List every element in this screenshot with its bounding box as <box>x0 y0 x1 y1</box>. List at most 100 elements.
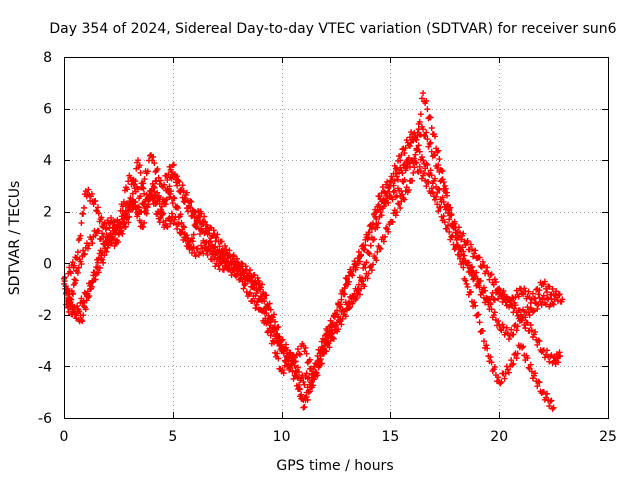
data-point <box>151 196 158 203</box>
data-point <box>185 208 192 215</box>
data-point <box>459 244 466 251</box>
data-point <box>347 266 354 273</box>
data-point <box>423 97 430 104</box>
x-tick-label: 10 <box>273 429 291 445</box>
y-tick-label: -2 <box>38 308 52 324</box>
data-point <box>202 218 209 225</box>
data-point <box>423 183 430 190</box>
data-point <box>195 251 202 258</box>
data-point <box>420 126 427 133</box>
data-point <box>399 170 406 177</box>
data-point <box>291 362 298 369</box>
data-point <box>364 275 371 282</box>
data-point <box>412 159 419 166</box>
data-point <box>259 297 266 304</box>
y-tick-label: 6 <box>43 102 52 118</box>
x-tick-label: 15 <box>381 429 399 445</box>
data-point <box>212 263 219 270</box>
data-point <box>266 314 273 321</box>
data-point <box>214 256 221 263</box>
data-point <box>367 242 374 249</box>
data-point <box>245 270 252 277</box>
data-point <box>498 378 505 385</box>
data-point <box>170 161 177 168</box>
data-point <box>486 276 493 283</box>
data-point <box>210 244 217 251</box>
data-point <box>79 318 86 325</box>
data-point <box>432 175 439 182</box>
data-point <box>108 214 115 221</box>
data-point <box>532 370 539 377</box>
data-point <box>163 223 170 230</box>
data-point <box>475 278 482 285</box>
data-point <box>427 167 434 174</box>
data-point <box>368 267 375 274</box>
data-point <box>496 322 503 329</box>
data-point <box>436 168 443 175</box>
data-point <box>549 405 556 412</box>
data-point <box>499 321 506 328</box>
data-point <box>402 165 409 172</box>
data-point <box>553 288 560 295</box>
data-point <box>480 338 487 345</box>
data-point <box>86 242 93 249</box>
data-point <box>306 356 313 363</box>
data-point <box>247 289 254 296</box>
data-point <box>253 301 260 308</box>
data-point <box>540 388 547 395</box>
data-point <box>250 279 257 286</box>
data-point <box>222 242 229 249</box>
data-point <box>168 210 175 217</box>
data-point <box>364 235 371 242</box>
data-point <box>263 292 270 299</box>
data-point <box>377 206 384 213</box>
data-point <box>397 164 404 171</box>
data-point <box>549 285 556 292</box>
data-point <box>230 252 237 259</box>
data-point <box>536 294 543 301</box>
data-point <box>176 178 183 185</box>
data-point <box>395 200 402 207</box>
data-point <box>239 261 246 268</box>
data-point <box>451 220 458 227</box>
data-point <box>110 219 117 226</box>
data-point <box>353 295 360 302</box>
data-point <box>304 396 311 403</box>
data-point <box>435 147 442 154</box>
data-point <box>349 272 356 279</box>
data-point <box>95 227 102 234</box>
data-point <box>341 307 348 314</box>
data-point <box>540 292 547 299</box>
data-point <box>171 216 178 223</box>
data-point <box>515 293 522 300</box>
data-point <box>307 365 314 372</box>
data-point <box>83 297 90 304</box>
data-point <box>502 299 509 306</box>
data-point <box>134 157 141 164</box>
data-point <box>179 182 186 189</box>
data-point <box>254 274 261 281</box>
data-point <box>134 186 141 193</box>
data-point <box>359 278 366 285</box>
data-point <box>546 403 553 410</box>
data-point <box>168 188 175 195</box>
data-point <box>424 136 431 143</box>
data-point <box>541 278 548 285</box>
data-point <box>462 277 469 284</box>
data-point <box>148 188 155 195</box>
data-point <box>75 264 82 271</box>
data-point <box>285 355 292 362</box>
data-point <box>511 305 518 312</box>
data-point <box>99 230 106 237</box>
data-point <box>294 346 301 353</box>
data-point <box>98 214 105 221</box>
y-tick-label: 4 <box>43 153 52 169</box>
data-point <box>317 352 324 359</box>
data-point <box>205 246 212 253</box>
data-point <box>482 299 489 306</box>
data-point <box>418 154 425 161</box>
data-point <box>417 131 424 138</box>
data-point <box>437 204 444 211</box>
data-point <box>274 330 281 337</box>
data-point <box>557 353 564 360</box>
